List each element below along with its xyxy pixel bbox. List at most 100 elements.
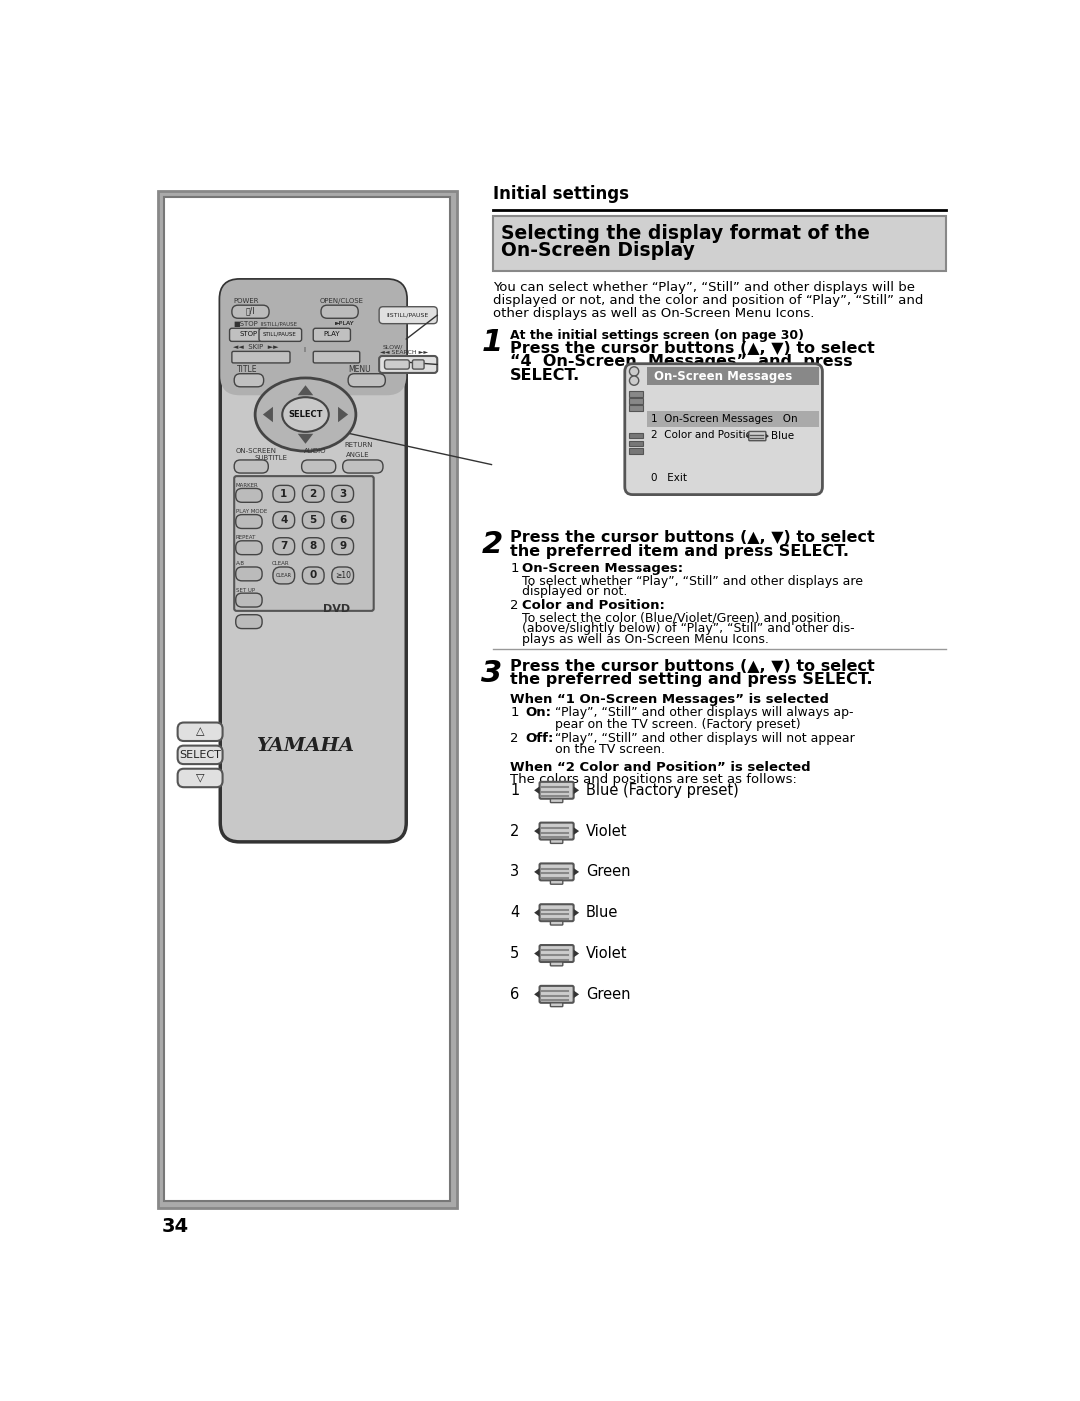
FancyBboxPatch shape: [177, 745, 222, 764]
FancyBboxPatch shape: [273, 538, 295, 555]
Text: 4: 4: [510, 905, 519, 920]
Text: SELECT: SELECT: [179, 750, 221, 759]
Text: SLOW/: SLOW/: [383, 345, 403, 349]
Text: 2: 2: [482, 530, 502, 559]
Bar: [647, 367, 820, 385]
Text: ►PLAY: ►PLAY: [335, 321, 354, 326]
Text: ■STOP: ■STOP: [233, 321, 258, 326]
Text: ►FLAY: ►FLAY: [335, 321, 354, 326]
Text: “4  On-Screen  Messages”  and  press: “4 On-Screen Messages” and press: [510, 354, 853, 370]
Text: Press the cursor buttons (▲, ▼) to select: Press the cursor buttons (▲, ▼) to selec…: [510, 530, 875, 545]
Text: To select the color (Blue/Violet/Green) and position: To select the color (Blue/Violet/Green) …: [523, 612, 841, 625]
Polygon shape: [573, 786, 579, 794]
Bar: [647, 412, 820, 427]
Text: “Play”, “Still” and other displays will not appear: “Play”, “Still” and other displays will …: [555, 731, 854, 745]
Text: Off:: Off:: [526, 731, 554, 745]
Text: 1: 1: [510, 783, 519, 797]
Text: Green: Green: [586, 864, 631, 880]
Bar: [494, 216, 946, 272]
Text: SUBTITLE: SUBTITLE: [255, 455, 287, 461]
Text: ▽: ▽: [195, 773, 204, 783]
Text: Green: Green: [586, 986, 631, 1002]
Text: TITLE: TITLE: [238, 366, 258, 374]
Text: On-Screen Display: On-Screen Display: [501, 241, 694, 261]
Text: On:: On:: [526, 706, 552, 719]
FancyBboxPatch shape: [273, 485, 295, 503]
Text: STILL/PAUSE: STILL/PAUSE: [264, 332, 297, 336]
Polygon shape: [573, 909, 579, 916]
FancyBboxPatch shape: [332, 567, 353, 584]
Text: 6: 6: [510, 986, 519, 1002]
Bar: [159, 191, 457, 1208]
Text: OPEN/CLOSE: OPEN/CLOSE: [320, 297, 364, 304]
Text: displayed or not.: displayed or not.: [523, 586, 627, 598]
Text: PLAY MODE: PLAY MODE: [235, 509, 267, 514]
Text: REPEAT: REPEAT: [235, 535, 256, 541]
FancyBboxPatch shape: [540, 782, 573, 799]
FancyBboxPatch shape: [235, 514, 262, 528]
Polygon shape: [573, 950, 579, 957]
FancyBboxPatch shape: [273, 511, 295, 528]
FancyBboxPatch shape: [342, 460, 383, 474]
Text: 3: 3: [482, 658, 502, 688]
Ellipse shape: [255, 378, 356, 451]
Text: 0: 0: [310, 570, 316, 580]
FancyBboxPatch shape: [332, 511, 353, 528]
FancyBboxPatch shape: [302, 511, 324, 528]
Text: Press the cursor buttons (▲, ▼) to select: Press the cursor buttons (▲, ▼) to selec…: [510, 340, 875, 356]
Text: 3: 3: [510, 864, 519, 880]
Bar: [629, 398, 643, 403]
FancyBboxPatch shape: [235, 615, 262, 629]
Text: Color and Position:: Color and Position:: [523, 600, 665, 612]
Text: ANGLE: ANGLE: [346, 451, 369, 458]
FancyBboxPatch shape: [348, 374, 386, 387]
FancyBboxPatch shape: [321, 305, 359, 318]
Text: “Play”, “Still” and other displays will always ap-: “Play”, “Still” and other displays will …: [555, 706, 853, 719]
Text: 1: 1: [280, 489, 287, 499]
Text: Press the cursor buttons (▲, ▼) to select: Press the cursor buttons (▲, ▼) to selec…: [510, 658, 875, 674]
FancyBboxPatch shape: [540, 946, 573, 962]
Text: STOP: STOP: [240, 332, 258, 338]
FancyBboxPatch shape: [379, 307, 437, 324]
Polygon shape: [766, 434, 769, 439]
Text: Violet: Violet: [586, 946, 627, 961]
Text: the preferred item and press SELECT.: the preferred item and press SELECT.: [510, 544, 849, 559]
FancyBboxPatch shape: [235, 567, 262, 581]
Polygon shape: [298, 385, 313, 395]
Text: 2  Color and Position: 2 Color and Position: [651, 430, 759, 440]
FancyBboxPatch shape: [551, 922, 563, 925]
Text: ON-SCREEN: ON-SCREEN: [235, 448, 276, 454]
FancyBboxPatch shape: [235, 541, 262, 555]
FancyBboxPatch shape: [540, 822, 573, 839]
Text: 2: 2: [510, 600, 518, 612]
FancyBboxPatch shape: [235, 489, 262, 503]
Text: SELECT.: SELECT.: [510, 368, 580, 384]
Text: CLEAR: CLEAR: [275, 573, 292, 579]
Text: A-B: A-B: [235, 562, 245, 566]
Text: RETURN: RETURN: [345, 443, 373, 448]
Text: SET UP: SET UP: [235, 587, 255, 593]
FancyBboxPatch shape: [551, 962, 563, 965]
Bar: [164, 198, 450, 1202]
Text: 2: 2: [510, 731, 518, 745]
Text: 5: 5: [510, 946, 519, 961]
FancyBboxPatch shape: [177, 769, 222, 787]
Polygon shape: [573, 869, 579, 876]
Text: △: △: [195, 727, 204, 737]
Text: YAMAHA: YAMAHA: [257, 737, 354, 755]
Text: SELECT: SELECT: [288, 410, 323, 419]
Text: 1: 1: [510, 706, 518, 719]
Text: You can select whether “Play”, “Still” and other displays will be: You can select whether “Play”, “Still” a…: [494, 282, 915, 294]
Text: 0   Exit: 0 Exit: [651, 472, 687, 483]
Polygon shape: [338, 406, 348, 422]
FancyBboxPatch shape: [551, 839, 563, 843]
Text: 6: 6: [339, 516, 347, 525]
FancyBboxPatch shape: [302, 485, 324, 503]
Text: Blue: Blue: [770, 432, 794, 441]
FancyBboxPatch shape: [540, 904, 573, 922]
Text: Selecting the display format of the: Selecting the display format of the: [501, 224, 869, 242]
Text: ◄◄ SEARCH ►►: ◄◄ SEARCH ►►: [380, 350, 428, 356]
Text: PLAY: PLAY: [324, 332, 340, 338]
FancyBboxPatch shape: [625, 364, 823, 495]
Polygon shape: [745, 434, 748, 439]
